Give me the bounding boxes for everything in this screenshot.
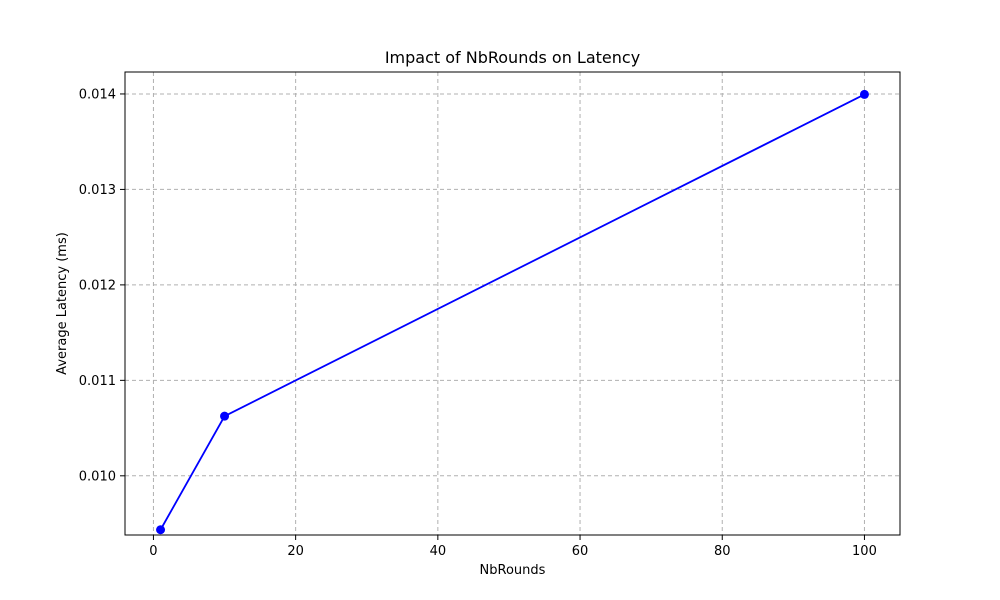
x-tick-label: 80 — [714, 544, 731, 559]
x-tick-label: 20 — [287, 544, 304, 559]
x-tick-label: 100 — [852, 544, 877, 559]
y-tick-label: 0.014 — [79, 87, 116, 102]
series-layer — [156, 89, 869, 535]
plot-frame — [124, 71, 901, 536]
x-tick-label: 60 — [572, 544, 589, 559]
x-tick-label: 0 — [149, 544, 157, 559]
data-point — [859, 89, 869, 99]
y-tick-label: 0.011 — [79, 374, 116, 389]
grid — [125, 72, 900, 535]
data-point — [220, 411, 230, 421]
y-tick-label: 0.013 — [79, 183, 116, 198]
chart-title: Impact of NbRounds on Latency — [385, 48, 640, 67]
y-tick-label: 0.010 — [79, 469, 116, 484]
y-axis-title: Average Latency (ms) — [55, 232, 70, 375]
x-axis-title: NbRounds — [480, 563, 546, 578]
data-point — [156, 525, 166, 535]
ticks: 0 20 40 60 80 100 0.010 0.011 0.012 0.013 0.014 — [79, 87, 877, 559]
x-tick-label: 40 — [430, 544, 447, 559]
y-tick-label: 0.012 — [79, 278, 116, 293]
